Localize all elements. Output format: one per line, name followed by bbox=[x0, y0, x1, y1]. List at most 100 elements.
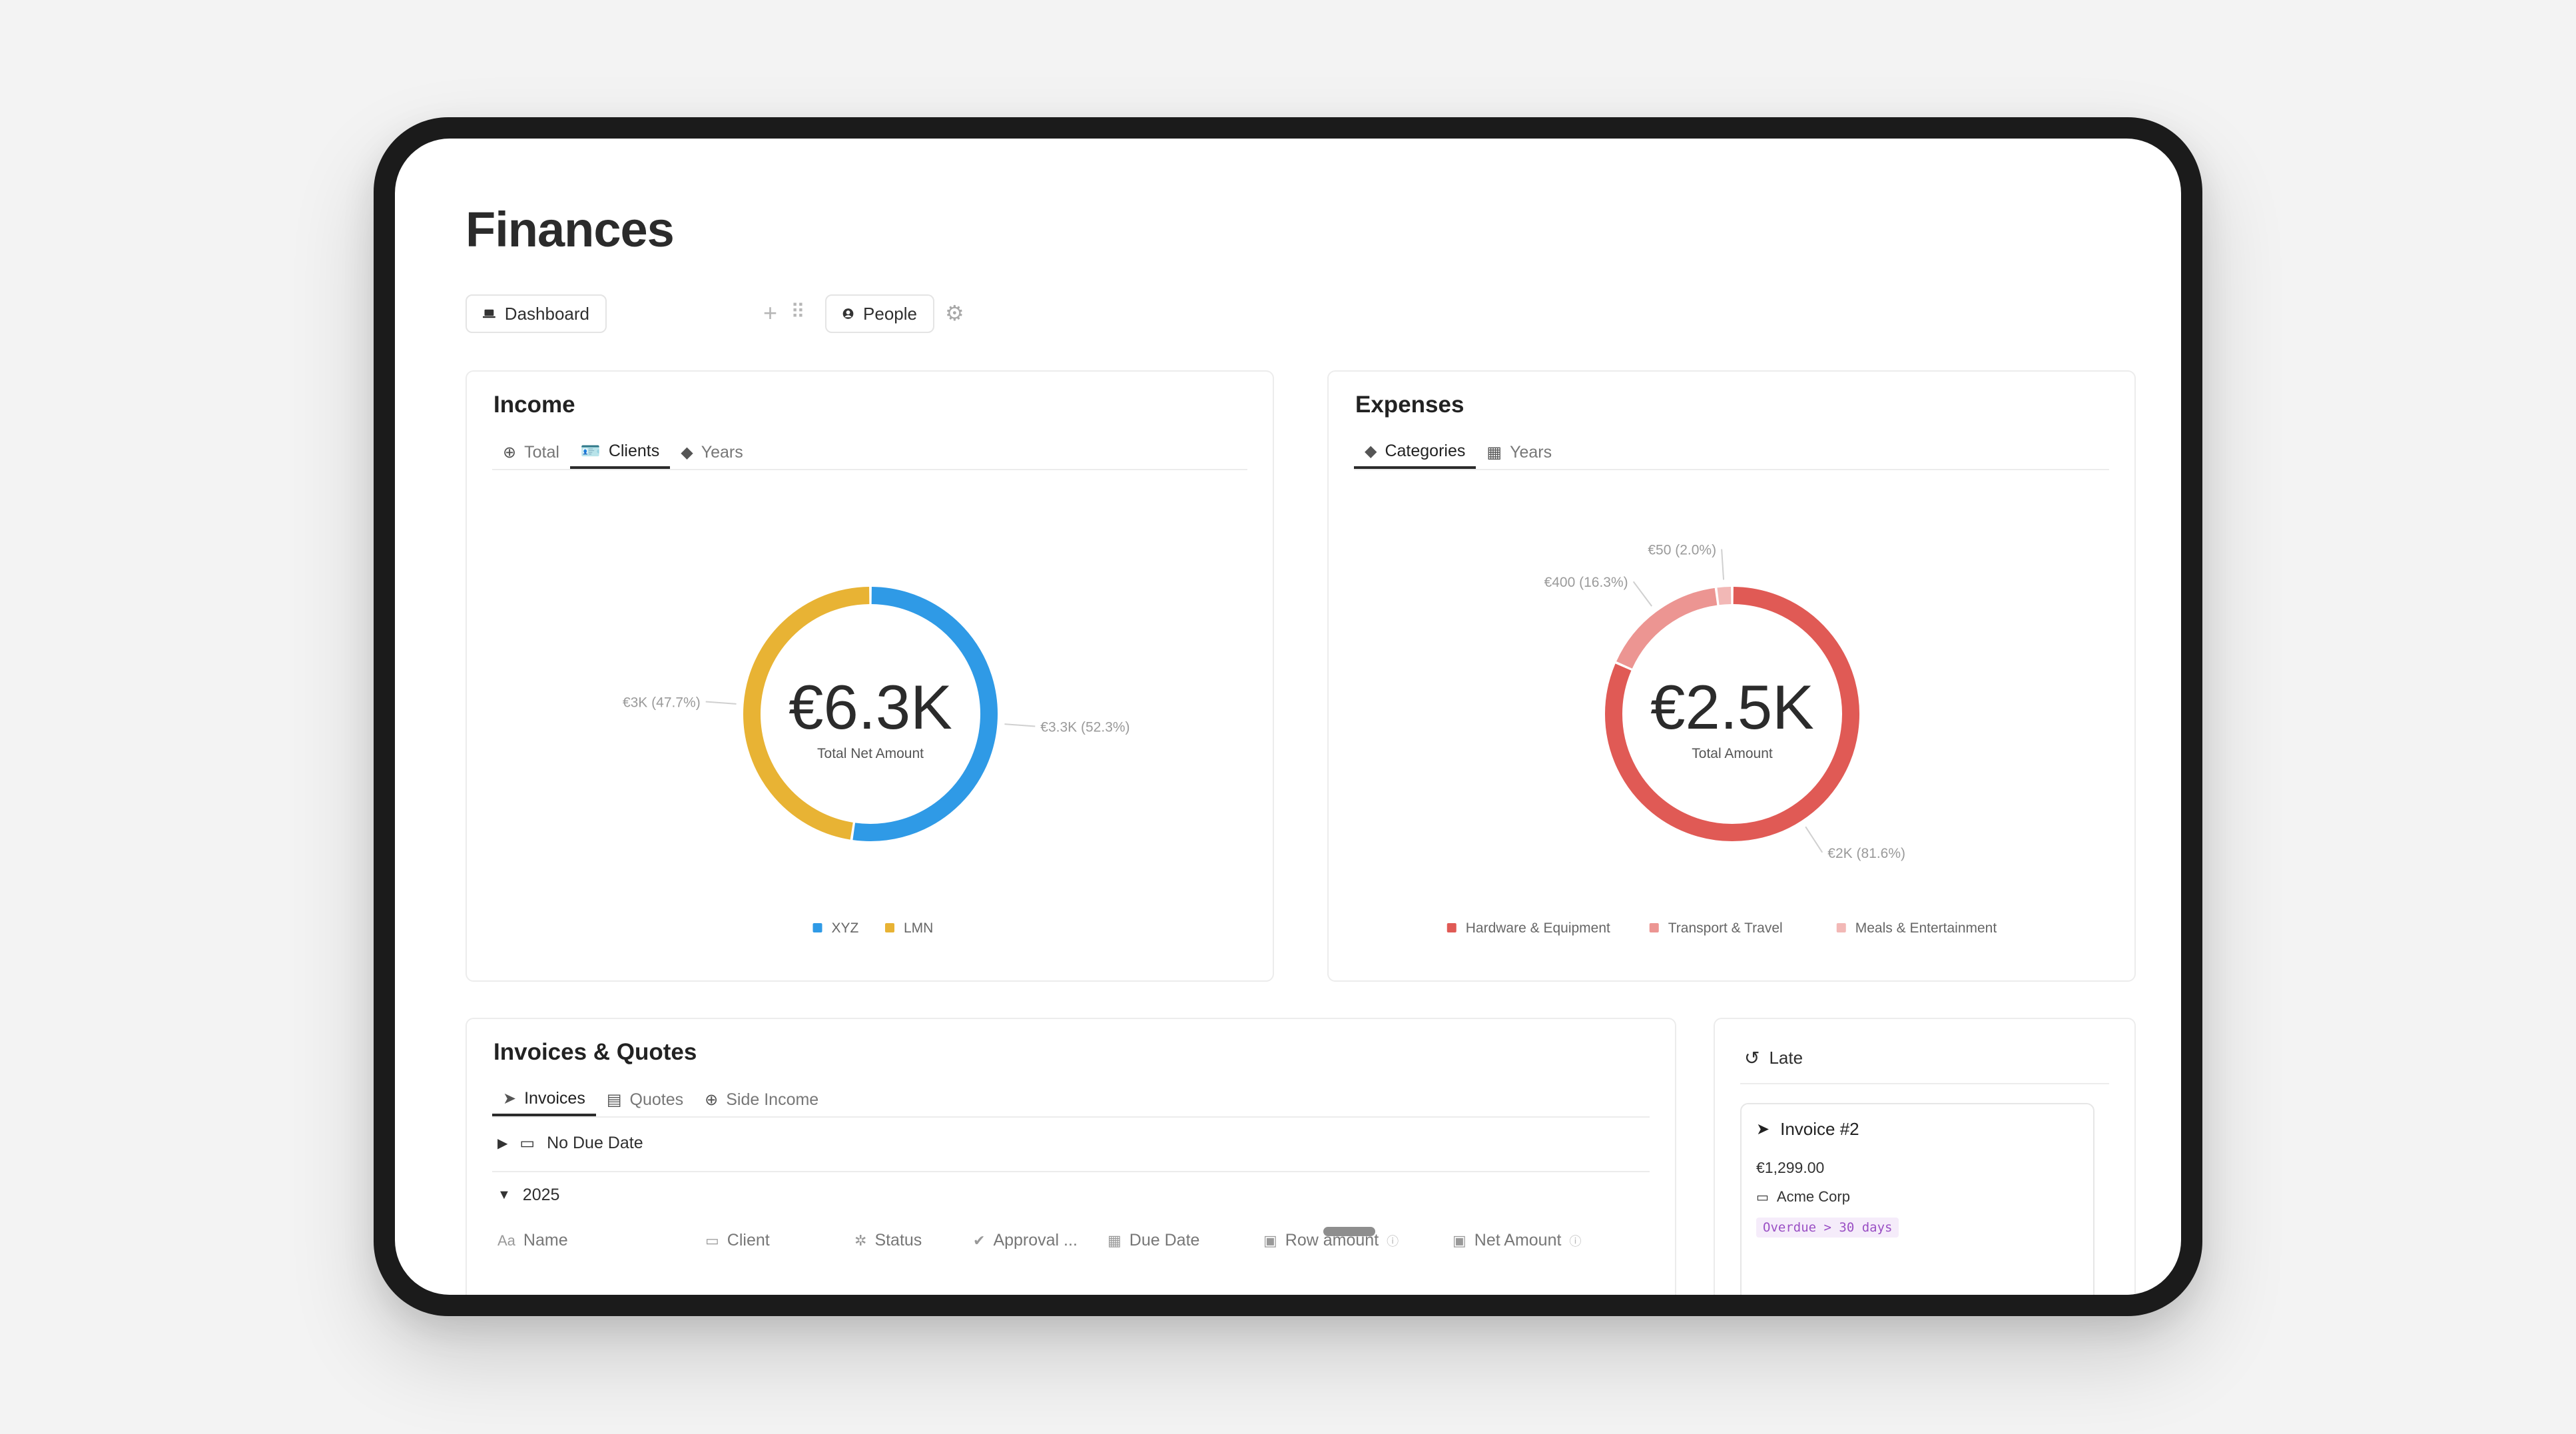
laptop-icon bbox=[483, 309, 495, 318]
tab-label: Categories bbox=[1385, 441, 1466, 460]
tab-clients[interactable]: 🪪 Clients bbox=[569, 436, 671, 469]
tab-side-income[interactable]: ⊕ Side Income bbox=[694, 1083, 829, 1116]
slice-leader-line bbox=[705, 701, 737, 705]
donut-slice[interactable] bbox=[1717, 587, 1732, 605]
inbox-icon: ▭ bbox=[519, 1134, 535, 1152]
text-icon: Aa bbox=[497, 1232, 515, 1249]
late-header[interactable]: ↺ Late bbox=[1744, 1047, 1803, 1069]
invoice-amount: €1,299.00 bbox=[1756, 1159, 1825, 1176]
donut-slice[interactable] bbox=[852, 587, 998, 841]
legend-label[interactable]: Meals & Entertainment bbox=[1855, 920, 1997, 936]
calendar-icon: ▦ bbox=[1486, 443, 1502, 462]
column-due-date[interactable]: ▦ Due Date bbox=[1108, 1231, 1263, 1250]
income-card: Income ⊕ Total 🪪 Clients ◆ Years €3.3K (52.… bbox=[466, 370, 1274, 982]
page-title: Finances bbox=[466, 202, 675, 257]
check-circle-icon: ✔ bbox=[973, 1232, 986, 1249]
invoices-tabs: ➤ Invoices ▤ Quotes ⊕ Side Income bbox=[492, 1083, 1650, 1118]
tab-label: Years bbox=[1510, 442, 1552, 462]
group-row-no-due-date[interactable]: ▶ ▭ No Due Date bbox=[497, 1134, 643, 1153]
column-label: Net Amount bbox=[1474, 1231, 1562, 1250]
overdue-badge: Overdue > 30 days bbox=[1756, 1218, 1899, 1238]
invoices-title: Invoices & Quotes bbox=[493, 1039, 697, 1065]
late-title: Late bbox=[1769, 1048, 1803, 1068]
tab-quotes[interactable]: ▤ Quotes bbox=[596, 1083, 694, 1116]
slice-leader-line bbox=[1632, 581, 1652, 607]
info-icon[interactable]: ⓘ bbox=[1387, 1234, 1399, 1248]
view-tab-label: Dashboard bbox=[504, 303, 589, 324]
invoice-client-row: ▭ Acme Corp bbox=[1756, 1188, 1850, 1206]
shapes-icon: ◆ bbox=[1365, 442, 1377, 460]
tab-label: Clients bbox=[608, 441, 660, 460]
view-tabbar: Dashboard + ⠿ People ⚙ bbox=[466, 294, 1131, 333]
plus-circle-icon: ⊕ bbox=[705, 1090, 719, 1109]
donut-center-value: €2.5K bbox=[1650, 672, 1814, 742]
divider bbox=[492, 1171, 1650, 1172]
view-tab-people[interactable]: People bbox=[825, 294, 934, 333]
donut-slice[interactable] bbox=[743, 587, 870, 840]
late-card: ↺ Late ➤ Invoice #2 €1,299.00 ▭ Acme Cor… bbox=[1714, 1018, 2136, 1295]
column-label: Client bbox=[727, 1231, 770, 1250]
divider bbox=[1740, 1083, 2109, 1084]
tab-years[interactable]: ◆ Years bbox=[670, 436, 753, 469]
column-net-amount[interactable]: ▣ Net Amount ⓘ bbox=[1452, 1231, 1581, 1250]
legend-swatch bbox=[812, 923, 822, 932]
column-label: Status bbox=[874, 1231, 922, 1250]
legend-label[interactable]: Hardware & Equipment bbox=[1466, 920, 1610, 936]
gear-icon[interactable]: ⚙ bbox=[945, 301, 964, 325]
donut-center-value: €6.3K bbox=[789, 672, 952, 742]
donut-slice[interactable] bbox=[1605, 587, 1859, 841]
tab-label: Total bbox=[524, 442, 559, 462]
column-approval[interactable]: ✔ Approval ... bbox=[973, 1231, 1108, 1250]
add-view-icon[interactable]: + bbox=[763, 299, 778, 326]
column-name[interactable]: Aa Name bbox=[497, 1231, 705, 1250]
slice-data-label: €400 (16.3%) bbox=[1544, 575, 1628, 590]
legend-swatch bbox=[1447, 923, 1456, 932]
slice-leader-line bbox=[1004, 723, 1036, 727]
shapes-icon: ◆ bbox=[681, 443, 693, 462]
caret-right-icon[interactable]: ▶ bbox=[497, 1136, 508, 1151]
send-icon: ➤ bbox=[503, 1089, 517, 1108]
info-icon[interactable]: ⓘ bbox=[1569, 1234, 1582, 1248]
legend-swatch bbox=[1836, 923, 1846, 932]
tab-label: Quotes bbox=[629, 1090, 684, 1109]
send-icon: ➤ bbox=[1756, 1120, 1770, 1138]
invoice-title-row: ➤ Invoice #2 bbox=[1756, 1119, 1859, 1140]
column-client[interactable]: ▭ Client bbox=[705, 1231, 854, 1250]
tab-categories[interactable]: ◆ Categories bbox=[1354, 436, 1476, 469]
view-tab-dashboard[interactable]: Dashboard bbox=[466, 294, 607, 333]
column-label: Approval ... bbox=[993, 1231, 1078, 1250]
tab-total[interactable]: ⊕ Total bbox=[492, 436, 570, 469]
table-header: Aa Name ▭ Client ✲ Status ✔ Approval ... ▦ Du… bbox=[497, 1231, 1581, 1250]
plus-circle-icon: ⊕ bbox=[503, 443, 517, 462]
tab-years[interactable]: ▦ Years bbox=[1476, 436, 1562, 469]
legend-label[interactable]: XYZ bbox=[832, 920, 859, 936]
legend-label[interactable]: LMN bbox=[904, 920, 933, 936]
horizontal-scrollbar[interactable] bbox=[1323, 1227, 1375, 1236]
tab-label: Years bbox=[701, 442, 743, 462]
group-row-2025[interactable]: ▼ 2025 bbox=[497, 1186, 559, 1205]
expenses-donut-chart: €2K (81.6%) €400 (16.3%) €50 (2.0%) €2.5K To… bbox=[1447, 543, 1997, 936]
expenses-title: Expenses bbox=[1355, 392, 1464, 418]
expenses-card: Expenses ◆ Categories ▦ Years €2K (81.6%) €… bbox=[1327, 370, 2136, 982]
donut-slice[interactable] bbox=[1616, 587, 1718, 669]
column-status[interactable]: ✲ Status bbox=[854, 1231, 973, 1250]
id-card-icon: ▭ bbox=[1756, 1190, 1769, 1205]
invoice-title: Invoice #2 bbox=[1780, 1119, 1859, 1139]
legend-label[interactable]: Transport & Travel bbox=[1668, 920, 1783, 936]
income-donut-chart: €3.3K (52.3%) €3K (47.7%) €6.3K Total Net A… bbox=[623, 587, 1130, 936]
income-tabs: ⊕ Total 🪪 Clients ◆ Years bbox=[492, 436, 1247, 470]
drag-handle-icon[interactable]: ⠿ bbox=[791, 301, 805, 323]
caret-down-icon[interactable]: ▼ bbox=[497, 1188, 511, 1202]
receipt-icon: ▤ bbox=[606, 1090, 622, 1109]
tab-label: Side Income bbox=[726, 1090, 819, 1109]
column-label: Due Date bbox=[1129, 1231, 1200, 1250]
view-tab-label: People bbox=[863, 303, 917, 324]
late-invoice-card[interactable]: ➤ Invoice #2 €1,299.00 ▭ Acme Corp Overd… bbox=[1740, 1103, 2094, 1295]
tablet-frame: Finances Dashboard + ⠿ People ⚙ Income ⊕… bbox=[374, 117, 2202, 1316]
person-circle-icon bbox=[842, 308, 854, 319]
income-title: Income bbox=[493, 392, 575, 418]
legend-swatch bbox=[885, 923, 894, 932]
slice-data-label: €3.3K (52.3%) bbox=[1040, 720, 1129, 735]
money-icon: ▣ bbox=[1263, 1232, 1277, 1249]
tab-invoices[interactable]: ➤ Invoices bbox=[492, 1083, 596, 1116]
